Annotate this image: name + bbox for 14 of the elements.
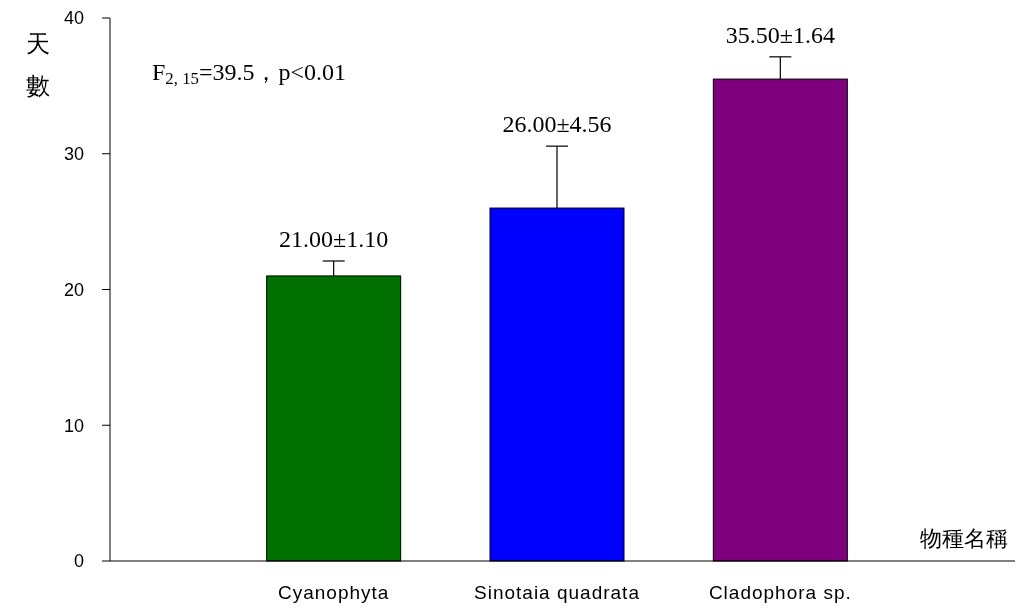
- annotation: F$_{2, 15}$=39.5，p<0.01: [152, 59, 346, 89]
- data-label: 35.50±1.64: [725, 21, 835, 48]
- data-label: 21.00±1.10: [279, 225, 389, 252]
- y-tick-label: 40: [63, 8, 84, 29]
- y-axis-title: 天數: [26, 30, 50, 100]
- y-tick-label: 0: [73, 551, 84, 572]
- x-tick-label: Sinotaia quadrata: [474, 582, 640, 603]
- x-tick-label: Cladophora sp.: [708, 582, 852, 603]
- y-tick-label: 30: [63, 144, 84, 165]
- data-label: 26.00±4.56: [502, 111, 612, 138]
- x-axis-title: 物種名稱: [920, 526, 1008, 551]
- y-tick-label: 20: [63, 279, 84, 300]
- y-tick-label: 10: [63, 415, 84, 436]
- x-tick-label: Cyanophyta: [277, 582, 390, 603]
